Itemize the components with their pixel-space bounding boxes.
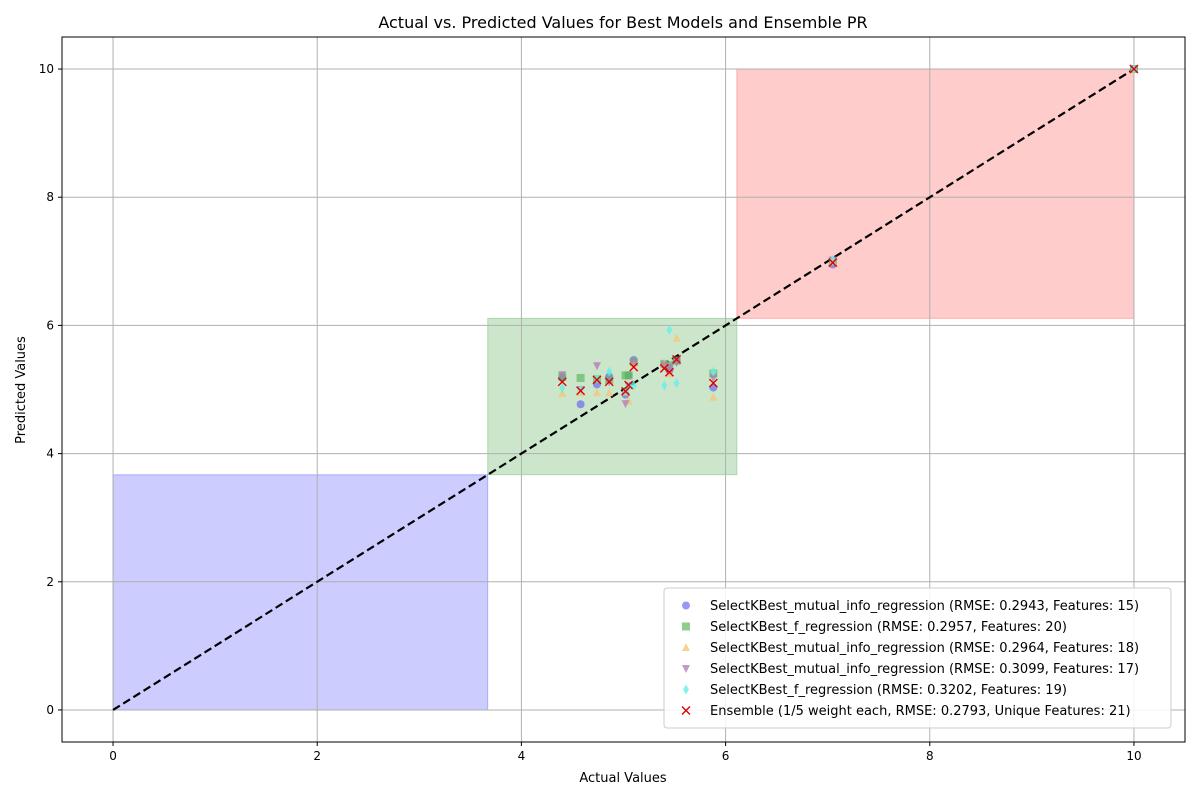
data-point [604, 377, 614, 387]
data-point [621, 386, 631, 396]
data-point [672, 354, 682, 364]
data-point [710, 366, 717, 377]
legend-item: Ensemble (1/5 weight each, RMSE: 0.2793,… [681, 704, 1131, 719]
y-tick-label: 2 [46, 575, 54, 589]
x-tick-label: 2 [313, 749, 321, 763]
legend-label: SelectKBest_mutual_info_regression (RMSE… [710, 599, 1139, 614]
legend-label: SelectKBest_mutual_info_regression (RMSE… [710, 641, 1139, 656]
data-point [557, 377, 567, 387]
y-tick-label: 8 [46, 190, 54, 204]
legend-label: Ensemble (1/5 weight each, RMSE: 0.2793,… [710, 704, 1131, 719]
legend-label: SelectKBest_f_regression (RMSE: 0.2957, … [710, 620, 1067, 635]
data-point [709, 383, 718, 392]
data-point [592, 388, 601, 397]
data-point [709, 392, 718, 401]
data-point [672, 333, 681, 342]
legend-marker [682, 665, 690, 673]
legend-item: SelectKBest_mutual_info_regression (RMSE… [682, 599, 1139, 614]
y-tick-label: 10 [39, 62, 54, 76]
data-point [606, 366, 613, 377]
legend-marker [681, 706, 691, 715]
legend-label: SelectKBest_mutual_info_regression (RMSE… [710, 662, 1139, 677]
x-tick-label: 8 [926, 749, 934, 763]
legend-marker [682, 643, 690, 651]
data-point [666, 324, 673, 335]
data-point [709, 374, 718, 383]
legend-marker [682, 622, 690, 631]
legend-item: SelectKBest_f_regression (RMSE: 0.3202, … [683, 683, 1067, 698]
chart-title: Actual vs. Predicted Values for Best Mod… [378, 13, 867, 32]
legend-label: SelectKBest_f_regression (RMSE: 0.3202, … [710, 683, 1067, 698]
y-axis-label: Predicted Values [14, 336, 29, 444]
data-point [624, 371, 633, 380]
data-point [592, 375, 602, 385]
data-point [605, 388, 614, 397]
y-tick-label: 4 [46, 447, 54, 461]
data-point [559, 383, 566, 394]
data-points [557, 64, 1139, 409]
data-point [576, 373, 585, 382]
data-point [659, 363, 669, 373]
y-tick-label: 0 [46, 703, 54, 717]
data-point [664, 367, 674, 377]
data-point [576, 386, 586, 396]
x-tick-label: 10 [1126, 749, 1141, 763]
data-point [624, 380, 634, 390]
data-point [1129, 64, 1139, 74]
axis-ticks: 0 2 4 6 8 10 0 2 4 6 8 10 [39, 62, 1142, 763]
legend-item: SelectKBest_mutual_info_regression (RMSE… [682, 662, 1139, 677]
y-tick-label: 6 [46, 318, 54, 332]
legend-item: SelectKBest_mutual_info_regression (RMSE… [682, 641, 1139, 656]
data-point [828, 258, 838, 268]
x-tick-label: 6 [722, 749, 730, 763]
legend-marker [683, 684, 689, 695]
legend-marker [682, 601, 690, 610]
data-point [661, 380, 668, 391]
series-6-points [557, 64, 1139, 396]
highlight-region-3 [736, 68, 1135, 319]
legend-box [663, 587, 1172, 729]
data-point [629, 359, 638, 368]
data-point [576, 400, 585, 409]
data-point [829, 255, 836, 266]
legend: SelectKBest_mutual_info_regression (RMSE… [663, 587, 1172, 729]
data-point [708, 378, 718, 388]
data-point [673, 378, 680, 389]
data-point [592, 362, 601, 371]
legend-item: SelectKBest_f_regression (RMSE: 0.2957, … [682, 620, 1067, 635]
data-point [629, 362, 639, 372]
x-tick-label: 0 [109, 749, 117, 763]
x-axis-label: Actual Values [579, 771, 667, 786]
data-point [558, 371, 567, 380]
data-point [621, 400, 630, 409]
x-tick-label: 4 [518, 749, 526, 763]
plot-frame [61, 36, 1186, 743]
